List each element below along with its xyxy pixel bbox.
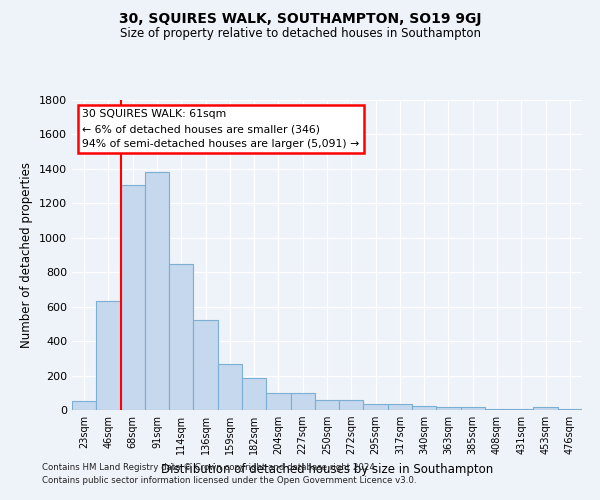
Bar (218, 364, 242, 410)
Text: 30, SQUIRES WALK, SOUTHAMPTON, SO19 9GJ: 30, SQUIRES WALK, SOUTHAMPTON, SO19 9GJ (119, 12, 481, 26)
Bar (509, 409, 533, 410)
Bar (388, 404, 412, 410)
Bar (266, 393, 290, 410)
Bar (121, 185, 145, 410)
Bar (96, 300, 121, 410)
Bar (461, 408, 485, 410)
Bar (72, 402, 96, 410)
Bar (558, 409, 582, 410)
Bar (193, 320, 218, 410)
Bar (533, 408, 558, 410)
Text: 30 SQUIRES WALK: 61sqm
← 6% of detached houses are smaller (346)
94% of semi-det: 30 SQUIRES WALK: 61sqm ← 6% of detached … (82, 110, 359, 149)
Text: Contains HM Land Registry data © Crown copyright and database right 2024.: Contains HM Land Registry data © Crown c… (42, 464, 377, 472)
Y-axis label: Number of detached properties: Number of detached properties (20, 162, 34, 348)
Bar (436, 408, 461, 410)
Bar (290, 393, 315, 410)
Text: Size of property relative to detached houses in Southampton: Size of property relative to detached ho… (119, 28, 481, 40)
Bar (169, 264, 193, 410)
X-axis label: Distribution of detached houses by size in Southampton: Distribution of detached houses by size … (161, 462, 493, 475)
Bar (242, 378, 266, 410)
Bar (364, 404, 388, 410)
Bar (145, 172, 169, 410)
Bar (485, 409, 509, 410)
Text: Contains public sector information licensed under the Open Government Licence v3: Contains public sector information licen… (42, 476, 416, 485)
Bar (339, 400, 364, 410)
Bar (412, 406, 436, 410)
Bar (315, 400, 339, 410)
